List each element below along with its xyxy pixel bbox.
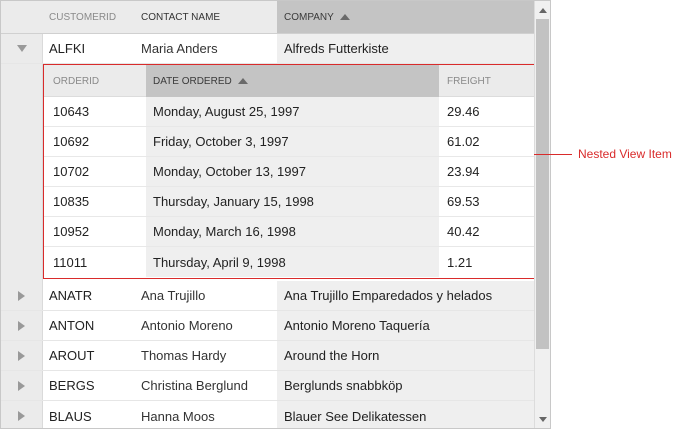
triangle-right-icon — [18, 320, 25, 331]
triangle-right-icon — [18, 411, 25, 421]
cell-company: Blauer See Delikatessen — [277, 401, 535, 428]
table-row-expanded[interactable]: ALFKI Maria Anders Alfreds Futterkiste — [1, 34, 535, 64]
header-customerid[interactable]: CUSTOMERID — [43, 1, 133, 33]
cell-orderid: 10643 — [53, 104, 90, 119]
cell-date: Friday, October 3, 1997 — [146, 127, 439, 156]
cell-date: Thursday, January 15, 1998 — [146, 187, 439, 216]
cell-company: Around the Horn — [277, 341, 535, 370]
callout-line — [534, 154, 572, 155]
cell-customerid: BERGS — [49, 378, 95, 393]
nested-row[interactable]: 10692 Friday, October 3, 1997 61.02 — [44, 127, 534, 157]
collapse-toggle[interactable] — [1, 34, 43, 63]
cell-freight: 69.53 — [447, 194, 480, 209]
scroll-down-button[interactable] — [535, 411, 550, 427]
nested-row[interactable]: 10702 Monday, October 13, 1997 23.94 — [44, 157, 534, 187]
table-row[interactable]: BLAUS Hanna Moos Blauer See Delikatessen — [1, 401, 535, 428]
cell-contact: Antonio Moreno — [141, 318, 233, 333]
header-company-label: COMPANY — [284, 11, 334, 23]
expand-toggle[interactable] — [1, 281, 43, 310]
cell-company: Antonio Moreno Taquería — [277, 311, 535, 340]
nested-row[interactable]: 10643 Monday, August 25, 1997 29.46 — [44, 97, 534, 127]
cell-contact: Christina Berglund — [141, 378, 248, 393]
header-contact-name[interactable]: CONTACT NAME — [133, 1, 277, 33]
cell-orderid: 10952 — [53, 224, 90, 239]
detail-indent — [1, 64, 43, 283]
master-grid: CUSTOMERID CONTACT NAME COMPANY ALFKI Ma… — [0, 0, 551, 429]
cell-date: Monday, March 16, 1998 — [146, 217, 439, 246]
scroll-up-button[interactable] — [535, 2, 550, 18]
vertical-scrollbar[interactable] — [534, 1, 550, 428]
table-row[interactable]: BERGS Christina Berglund Berglunds snabb… — [1, 371, 535, 401]
cell-company: Alfreds Futterkiste — [277, 34, 535, 63]
expand-toggle[interactable] — [1, 371, 43, 400]
cell-orderid: 11011 — [53, 254, 88, 270]
cell-company: Berglunds snabbköp — [277, 371, 535, 400]
cell-customerid: ALFKI — [49, 41, 86, 56]
expand-toggle[interactable] — [1, 341, 43, 370]
cell-freight: 23.94 — [447, 164, 480, 179]
cell-freight: 61.02 — [447, 134, 480, 149]
table-row[interactable]: ANATR Ana Trujillo Ana Trujillo Empareda… — [1, 281, 535, 311]
nested-row[interactable]: 11011 Thursday, April 9, 1998 1.21 — [44, 247, 534, 277]
nested-header-orderid-label: ORDERID — [53, 75, 100, 87]
cell-company: Ana Trujillo Emparedados y helados — [277, 281, 535, 310]
grid-header: CUSTOMERID CONTACT NAME COMPANY — [1, 1, 535, 34]
cell-contact: Thomas Hardy — [141, 348, 227, 363]
cell-contact: Maria Anders — [141, 41, 218, 56]
cell-orderid: 10835 — [53, 194, 90, 209]
cell-contact: Hanna Moos — [141, 408, 215, 424]
table-row[interactable]: AROUT Thomas Hardy Around the Horn — [1, 341, 535, 371]
nested-row[interactable]: 10952 Monday, March 16, 1998 40.42 — [44, 217, 534, 247]
nested-header-orderid[interactable]: ORDERID — [44, 65, 146, 97]
nested-view-item: ORDERID DATE ORDERED FREIGHT 10643 Monda… — [43, 64, 535, 279]
header-indent — [1, 1, 43, 33]
chevron-down-icon — [538, 416, 547, 422]
cell-customerid: ANTON — [49, 318, 95, 333]
cell-freight: 1.21 — [447, 254, 473, 270]
cell-orderid: 10692 — [53, 134, 90, 149]
cell-date: Thursday, April 9, 1998 — [146, 247, 439, 277]
cell-contact: Ana Trujillo — [141, 288, 206, 303]
sort-ascending-icon — [237, 78, 248, 84]
sort-ascending-icon — [339, 14, 350, 20]
nested-header-date-label: DATE ORDERED — [153, 75, 232, 87]
triangle-down-icon — [16, 45, 27, 52]
triangle-right-icon — [18, 380, 25, 391]
cell-customerid: AROUT — [49, 348, 95, 363]
triangle-right-icon — [18, 350, 25, 361]
cell-freight: 29.46 — [447, 104, 480, 119]
nested-header-date-ordered[interactable]: DATE ORDERED — [146, 65, 439, 97]
nested-detail-area: ORDERID DATE ORDERED FREIGHT 10643 Monda… — [1, 64, 535, 283]
cell-customerid: ANATR — [49, 288, 93, 303]
cell-orderid: 10702 — [53, 164, 90, 179]
cell-date: Monday, August 25, 1997 — [146, 97, 439, 126]
nested-header-freight-label: FREIGHT — [447, 75, 491, 87]
header-company[interactable]: COMPANY — [277, 1, 535, 33]
expand-toggle[interactable] — [1, 311, 43, 340]
header-contact-name-label: CONTACT NAME — [141, 11, 221, 23]
scrollbar-thumb[interactable] — [536, 19, 549, 349]
header-customerid-label: CUSTOMERID — [49, 11, 117, 23]
cell-freight: 40.42 — [447, 224, 480, 239]
triangle-right-icon — [18, 290, 25, 301]
nested-row[interactable]: 10835 Thursday, January 15, 1998 69.53 — [44, 187, 534, 217]
cell-date: Monday, October 13, 1997 — [146, 157, 439, 186]
callout-label: Nested View Item — [578, 147, 672, 161]
chevron-up-icon — [538, 7, 547, 13]
nested-header: ORDERID DATE ORDERED FREIGHT — [44, 65, 534, 97]
table-row[interactable]: ANTON Antonio Moreno Antonio Moreno Taqu… — [1, 311, 535, 341]
nested-header-freight[interactable]: FREIGHT — [439, 65, 534, 97]
cell-customerid: BLAUS — [49, 408, 92, 424]
expand-toggle[interactable] — [1, 401, 43, 428]
